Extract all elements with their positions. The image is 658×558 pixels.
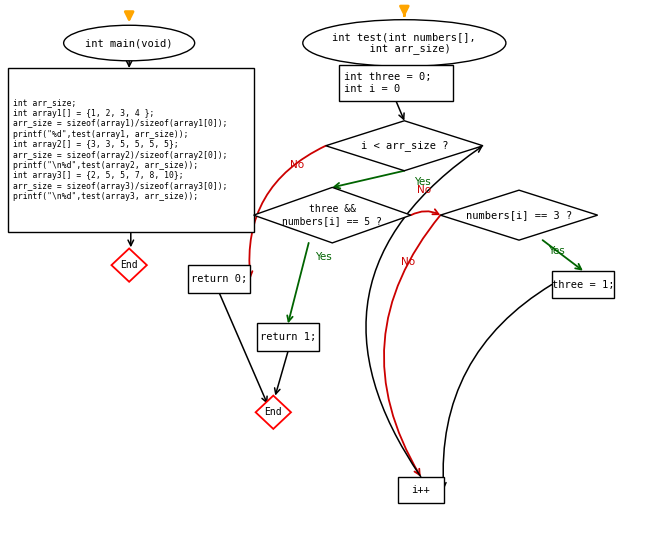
FancyBboxPatch shape	[339, 65, 453, 102]
Text: Yes: Yes	[548, 246, 565, 256]
Text: Yes: Yes	[414, 177, 431, 186]
Text: return 1;: return 1;	[260, 333, 316, 342]
Polygon shape	[440, 190, 597, 240]
FancyBboxPatch shape	[188, 265, 251, 293]
Polygon shape	[253, 187, 411, 243]
Text: No: No	[401, 257, 415, 267]
Text: Yes: Yes	[315, 252, 332, 262]
Text: i++: i++	[411, 485, 430, 495]
FancyBboxPatch shape	[8, 68, 253, 232]
Text: End: End	[265, 407, 282, 417]
Text: int test(int numbers[],
  int arr_size): int test(int numbers[], int arr_size)	[332, 32, 476, 54]
Text: i < arr_size ?: i < arr_size ?	[361, 140, 448, 151]
Text: return 0;: return 0;	[191, 274, 247, 284]
FancyBboxPatch shape	[257, 324, 319, 351]
Polygon shape	[326, 121, 483, 171]
Text: three = 1;: three = 1;	[551, 280, 614, 290]
Polygon shape	[255, 396, 291, 429]
Ellipse shape	[303, 20, 506, 66]
Polygon shape	[111, 248, 147, 282]
Text: End: End	[120, 260, 138, 270]
Ellipse shape	[64, 25, 195, 61]
Text: No: No	[290, 160, 304, 170]
Text: No: No	[417, 185, 432, 195]
Text: int arr_size;
int array1[] = {1, 2, 3, 4 };
arr_size = sizeof(array1)/sizeof(arr: int arr_size; int array1[] = {1, 2, 3, 4…	[13, 99, 228, 201]
Text: three &&
numbers[i] == 5 ?: three && numbers[i] == 5 ?	[282, 204, 382, 226]
Text: int three = 0;
int i = 0: int three = 0; int i = 0	[344, 73, 432, 94]
Text: numbers[i] == 3 ?: numbers[i] == 3 ?	[466, 210, 572, 220]
FancyBboxPatch shape	[398, 477, 443, 503]
Text: int main(void): int main(void)	[86, 38, 173, 48]
FancyBboxPatch shape	[552, 271, 614, 299]
